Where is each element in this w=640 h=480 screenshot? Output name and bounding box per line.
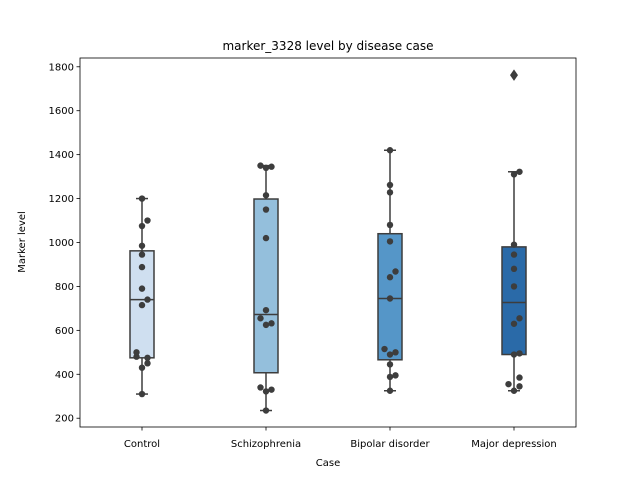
data-point: [257, 384, 264, 391]
chart-title: marker_3328 level by disease case: [222, 39, 433, 53]
plot-area: [129, 69, 527, 414]
y-tick-label: 1800: [49, 62, 74, 73]
data-point: [138, 263, 146, 271]
outlier-point: [510, 69, 518, 81]
y-axis-title: Marker level: [17, 211, 28, 273]
data-point: [386, 274, 394, 281]
y-tick-label: 800: [55, 282, 74, 293]
data-point: [510, 251, 518, 258]
data-point: [138, 242, 146, 249]
axes-frame: [79, 57, 577, 428]
data-point: [138, 195, 146, 202]
data-point: [392, 268, 399, 275]
data-point: [262, 306, 270, 314]
data-point: [381, 345, 388, 353]
data-point: [386, 147, 394, 154]
data-point: [516, 315, 523, 322]
data-point: [510, 283, 518, 290]
data-point: [138, 251, 146, 258]
data-point: [138, 285, 146, 292]
data-point: [392, 349, 399, 356]
y-tick-label: 600: [55, 326, 74, 337]
y-tick-label: 1000: [49, 238, 74, 249]
data-point: [144, 360, 151, 367]
data-point: [510, 320, 518, 327]
x-tick-label: Control: [124, 439, 160, 450]
data-point: [262, 321, 270, 329]
data-point: [510, 241, 518, 248]
data-point: [133, 353, 140, 360]
x-axis-title: Case: [316, 458, 340, 469]
data-point: [516, 374, 523, 381]
data-point: [510, 351, 518, 358]
data-point: [386, 238, 394, 245]
data-point: [386, 387, 394, 394]
data-point: [262, 388, 270, 395]
data-point: [262, 164, 270, 172]
box: [253, 198, 279, 374]
data-point: [386, 351, 394, 358]
data-point: [262, 192, 270, 199]
data-point: [262, 234, 270, 242]
data-point: [268, 386, 275, 393]
data-point: [268, 320, 275, 327]
data-point: [386, 373, 394, 381]
data-point: [257, 315, 264, 322]
data-point: [392, 372, 399, 379]
data-point: [516, 168, 523, 175]
data-point: [510, 387, 518, 394]
data-point: [133, 349, 140, 356]
data-point: [505, 380, 512, 388]
data-point: [510, 171, 518, 178]
data-point: [138, 390, 146, 398]
y-tick-label: 200: [55, 414, 74, 425]
data-point: [386, 189, 394, 196]
y-tick-label: 1600: [49, 106, 74, 117]
data-point: [262, 206, 270, 213]
data-point: [257, 162, 264, 169]
data-point: [386, 361, 394, 368]
data-point: [144, 217, 151, 224]
x-tick-label: Major depression: [471, 439, 557, 450]
box: [501, 246, 527, 356]
data-point: [144, 296, 151, 303]
data-point: [268, 163, 275, 170]
data-point: [138, 364, 146, 371]
data-point: [386, 295, 394, 302]
data-point: [516, 350, 523, 357]
data-point: [138, 222, 146, 230]
x-tick-label: Schizophrenia: [231, 439, 301, 450]
y-tick-label: 400: [55, 370, 74, 381]
data-point: [386, 221, 394, 229]
x-tick-label: Bipolar disorder: [350, 439, 430, 450]
data-point: [138, 301, 146, 309]
data-point: [386, 181, 394, 189]
data-point: [262, 407, 270, 414]
y-tick-label: 1400: [49, 150, 74, 161]
data-point: [516, 383, 523, 390]
y-tick-label: 1200: [49, 194, 74, 205]
data-point: [144, 354, 151, 362]
data-point: [510, 265, 518, 273]
